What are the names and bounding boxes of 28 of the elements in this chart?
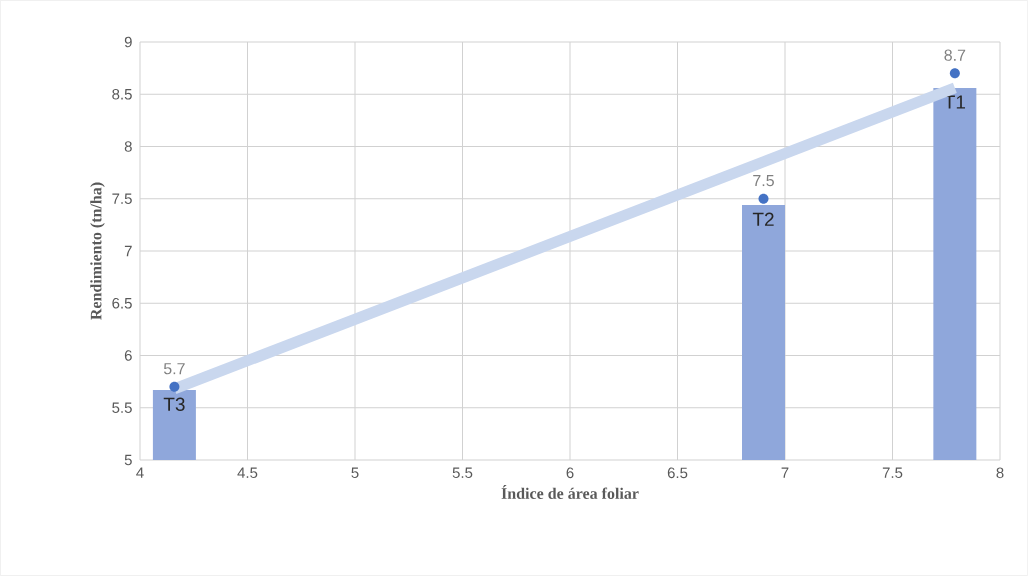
x-tick-label: 6 <box>566 467 574 479</box>
point <box>169 381 180 392</box>
x-tick-label: 7.5 <box>882 467 903 478</box>
x-tick-label: 6.5 <box>667 467 688 479</box>
x-tick-label: 8 <box>996 467 1004 479</box>
x-tick-label: 5.5 <box>452 467 473 478</box>
x-tick-label: 4.5 <box>237 467 258 478</box>
data-label: 5.7 <box>163 363 185 375</box>
data-label: 8.7 <box>944 49 966 61</box>
y-tick-label: 7 <box>124 245 132 257</box>
y-tick-label: 5.5 <box>112 402 132 413</box>
point <box>949 68 960 79</box>
x-tick-label: 5 <box>351 467 359 478</box>
x-axis-title: Índice de área foliar <box>501 485 639 499</box>
y-tick-label: 8 <box>124 141 132 152</box>
data-label: T3 <box>163 397 185 411</box>
y-tick-label: 6 <box>124 350 132 361</box>
y-tick-label: 9 <box>124 36 132 48</box>
point <box>758 193 769 204</box>
y-tick-label: 5 <box>124 454 132 466</box>
x-tick-label: 7 <box>781 467 789 478</box>
y-tick-label: 8.5 <box>112 88 132 100</box>
y-axis-title: Rendimiento (tn/ha) <box>90 182 105 320</box>
data-label: 7.5 <box>753 175 774 187</box>
x-tick-label: 4 <box>136 467 144 478</box>
y-tick-label: 7.5 <box>112 193 132 204</box>
y-tick-label: 6.5 <box>112 297 132 309</box>
data-label: T2 <box>752 212 774 226</box>
